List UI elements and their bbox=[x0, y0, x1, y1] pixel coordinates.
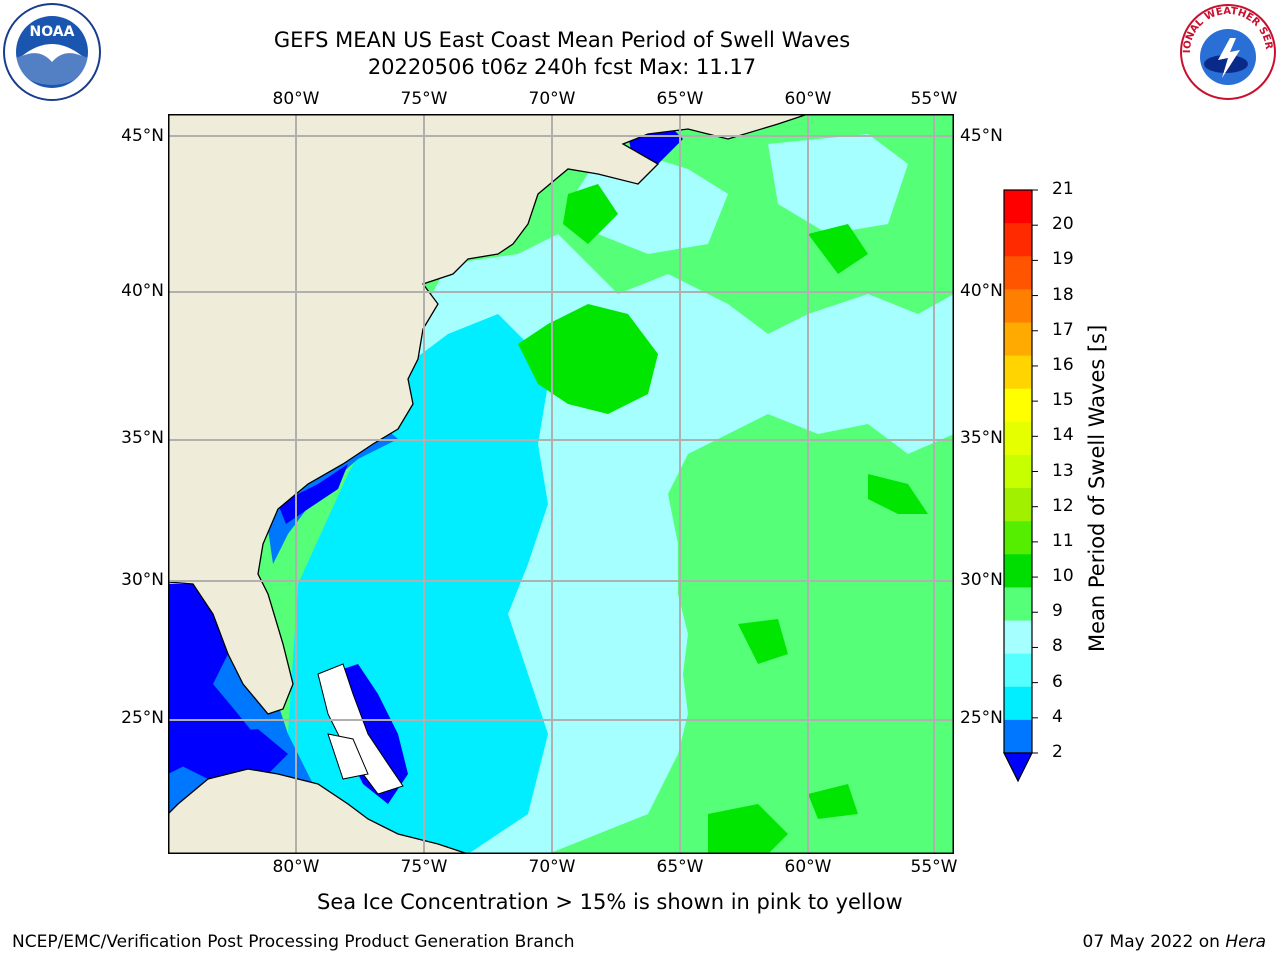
colorbar-segment-5 bbox=[1004, 355, 1032, 390]
lat-label-right-35n: 35°N bbox=[960, 428, 1003, 448]
colorbar-tick-label-13: 8 bbox=[1052, 636, 1063, 657]
colorbar-segment-14 bbox=[1004, 653, 1032, 688]
land-cuba bbox=[168, 768, 469, 854]
lon-label-bottom-75w: 75°W bbox=[400, 857, 448, 877]
colorbar-tick-label-16: 2 bbox=[1052, 742, 1063, 762]
footer-date-text: 07 May 2022 on bbox=[1082, 932, 1226, 952]
lon-label-bottom-65w: 65°W bbox=[656, 857, 704, 877]
colorbar-segment-7 bbox=[1004, 421, 1032, 456]
nws-logo: NATIONAL WEATHER SERVICE bbox=[1178, 2, 1278, 102]
colorbar bbox=[1000, 186, 1040, 786]
footer-date: 07 May 2022 on Hera bbox=[1083, 932, 1267, 952]
colorbar-segment-9 bbox=[1004, 488, 1032, 522]
colorbar-tick-label-14: 6 bbox=[1052, 671, 1063, 692]
lat-label-left-40n: 40°N bbox=[121, 281, 164, 301]
lon-label-bottom-80w: 80°W bbox=[272, 857, 320, 877]
colorbar-tick-label-6: 15 bbox=[1052, 390, 1074, 411]
land-bahamas bbox=[317, 663, 404, 795]
colorbar-segment-12 bbox=[1004, 587, 1032, 622]
lat-label-left-35n: 35°N bbox=[121, 428, 164, 448]
colorbar-tick-label-11: 10 bbox=[1052, 566, 1074, 587]
colorbar-segment-13 bbox=[1004, 620, 1032, 655]
colorbar-segment-1 bbox=[1004, 223, 1032, 257]
lat-label-right-45n: 45°N bbox=[960, 126, 1003, 146]
lon-label-top-55w: 55°W bbox=[910, 89, 958, 109]
colorbar-extend-triangle bbox=[1003, 752, 1033, 783]
colorbar-segment-2 bbox=[1004, 256, 1032, 290]
lat-label-right-30n: 30°N bbox=[960, 570, 1003, 590]
colorbar-tick-label-5: 16 bbox=[1052, 354, 1074, 375]
colorbar-segment-11 bbox=[1004, 554, 1032, 588]
colorbar-segment-8 bbox=[1004, 454, 1032, 489]
colorbar-segment-0 bbox=[1004, 190, 1032, 224]
colorbar-label: Mean Period of Swell Waves [s] bbox=[1085, 324, 1109, 652]
colorbar-segment-10 bbox=[1004, 521, 1032, 555]
chart-title: GEFS MEAN US East Coast Mean Period of S… bbox=[273, 28, 851, 52]
sea-ice-caption: Sea Ice Concentration > 15% is shown in … bbox=[317, 890, 903, 914]
colorbar-tick-label-4: 17 bbox=[1052, 319, 1074, 340]
colorbar-tick-label-3: 18 bbox=[1052, 284, 1074, 305]
lat-label-left-30n: 30°N bbox=[121, 570, 164, 590]
lat-label-right-40n: 40°N bbox=[960, 281, 1003, 301]
lat-label-left-45n: 45°N bbox=[121, 126, 164, 146]
colorbar-tick-label-15: 4 bbox=[1052, 706, 1063, 727]
colorbar-tick-label-8: 13 bbox=[1052, 460, 1074, 481]
footer-credit: NCEP/EMC/Verification Post Processing Pr… bbox=[12, 932, 575, 952]
lon-label-top-80w: 80°W bbox=[272, 89, 320, 109]
lon-label-bottom-60w: 60°W bbox=[784, 857, 832, 877]
lon-label-bottom-70w: 70°W bbox=[528, 857, 576, 877]
chart-subtitle: 20220506 t06z 240h fcst Max: 11.17 bbox=[367, 55, 757, 79]
footer-host: Hera bbox=[1225, 932, 1266, 952]
lon-label-bottom-55w: 55°W bbox=[910, 857, 958, 877]
lat-label-left-25n: 25°N bbox=[121, 708, 164, 728]
colorbar-tick-label-7: 14 bbox=[1052, 425, 1074, 446]
colorbar-tick-label-9: 12 bbox=[1052, 495, 1074, 516]
colorbar-tick-label-2: 19 bbox=[1052, 249, 1074, 270]
svg-text:NOAA: NOAA bbox=[30, 24, 75, 40]
lon-label-top-60w: 60°W bbox=[784, 89, 832, 109]
colorbar-tick-label-0: 21 bbox=[1052, 179, 1074, 199]
noaa-logo: NOAA bbox=[2, 2, 102, 102]
lon-label-top-70w: 70°W bbox=[528, 89, 576, 109]
land-north-america bbox=[168, 114, 809, 715]
lon-label-top-75w: 75°W bbox=[400, 89, 448, 109]
swell-period-map bbox=[168, 114, 954, 854]
colorbar-tick-label-1: 20 bbox=[1052, 214, 1074, 235]
lat-label-right-25n: 25°N bbox=[960, 708, 1003, 728]
colorbar-tick-label-12: 9 bbox=[1052, 601, 1063, 622]
colorbar-segment-3 bbox=[1004, 289, 1032, 323]
colorbar-segment-4 bbox=[1004, 322, 1032, 357]
colorbar-segment-16 bbox=[1004, 719, 1032, 754]
colorbar-segment-15 bbox=[1004, 686, 1032, 721]
lon-label-top-65w: 65°W bbox=[656, 89, 704, 109]
colorbar-segment-6 bbox=[1004, 388, 1032, 423]
colorbar-tick-label-10: 11 bbox=[1052, 530, 1074, 551]
